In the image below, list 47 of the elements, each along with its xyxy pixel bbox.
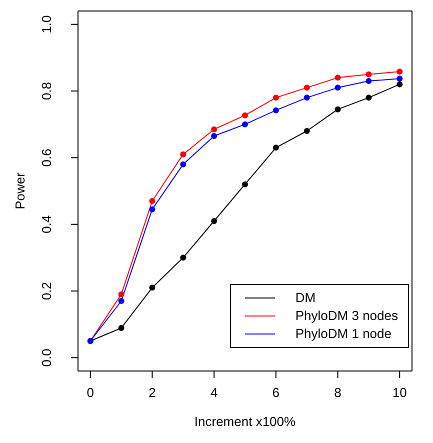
legend-label: PhyloDM 1 node <box>295 325 392 343</box>
y-tick-label: 0.2 <box>39 282 54 300</box>
point <box>366 94 372 101</box>
point <box>118 298 124 304</box>
y-tick-label: 0.4 <box>39 215 54 234</box>
legend-label: DM <box>295 289 316 307</box>
legend-label: PhyloDM 3 nodes <box>295 307 398 325</box>
x-tick-label: 6 <box>272 385 280 400</box>
point <box>180 254 186 261</box>
point <box>334 84 341 91</box>
point <box>272 144 279 151</box>
point <box>211 133 218 139</box>
point <box>334 106 341 112</box>
point <box>304 84 310 91</box>
point <box>149 284 156 291</box>
point <box>304 94 310 101</box>
x-tick-label: 2 <box>148 385 156 400</box>
y-tick-label: 0.6 <box>39 148 54 167</box>
point <box>396 76 403 82</box>
point <box>366 71 372 78</box>
y-tick-label: 0.8 <box>39 82 54 100</box>
point <box>242 121 248 128</box>
y-axis-title: Power <box>12 172 28 210</box>
point <box>149 206 156 212</box>
point <box>180 151 186 158</box>
point <box>118 325 124 331</box>
point <box>118 291 124 298</box>
point <box>180 161 186 168</box>
x-tick-label: 10 <box>392 385 407 400</box>
x-tick-label: 4 <box>210 385 218 400</box>
point <box>211 126 218 132</box>
point <box>211 218 218 224</box>
point <box>366 78 372 84</box>
x-axis-title: Increment x100% <box>194 414 296 430</box>
point <box>396 68 403 75</box>
point <box>334 74 341 81</box>
point <box>396 81 403 88</box>
x-tick-label: 0 <box>86 385 94 400</box>
point <box>242 181 248 188</box>
y-tick-label: 1.0 <box>39 15 54 34</box>
point <box>242 112 248 118</box>
point <box>304 128 310 134</box>
point <box>272 107 279 114</box>
y-tick-label: 0.0 <box>39 348 54 367</box>
point <box>149 198 156 204</box>
x-tick-label: 8 <box>334 385 342 400</box>
point <box>272 94 279 101</box>
